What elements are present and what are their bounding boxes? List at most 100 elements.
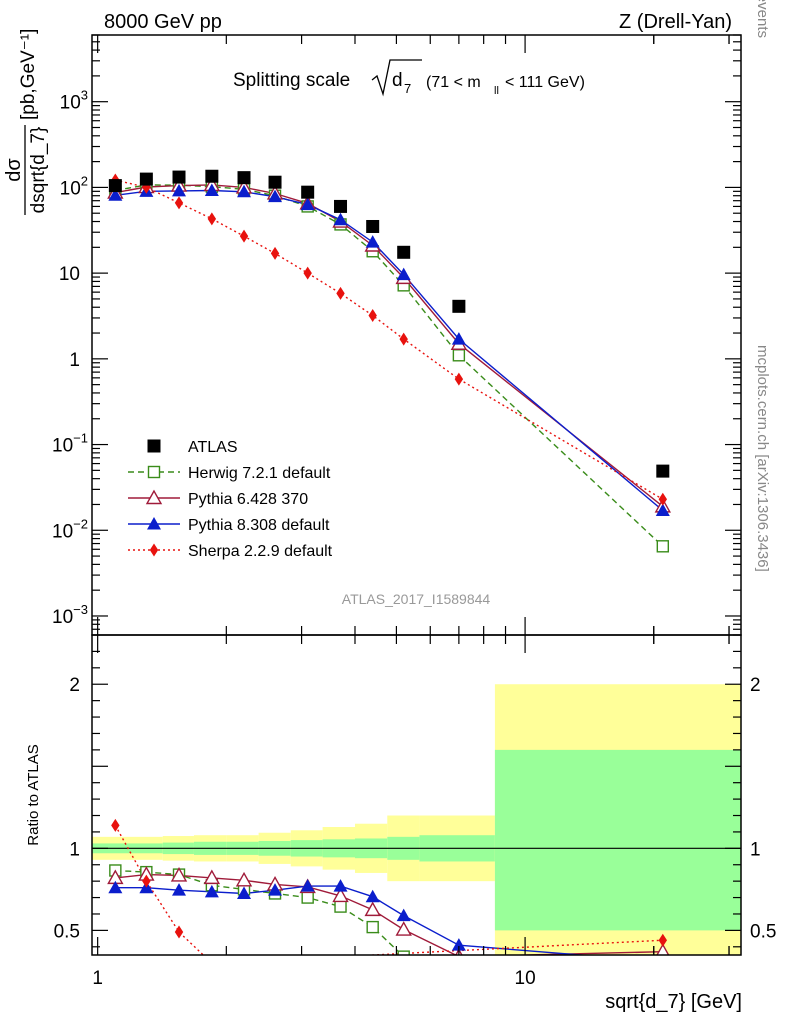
main-point-pythia8 [237, 184, 252, 198]
ratio-point-herwig [397, 950, 410, 955]
ratio-line-pythia8 [115, 885, 590, 955]
ratio-point-sherpa [142, 874, 151, 888]
main-line-pythia8 [115, 189, 664, 512]
legend-marker-sherpa [149, 543, 159, 557]
main-point-atlas [108, 179, 122, 193]
ratio-point-pythia8 [237, 886, 252, 899]
y-title-units: [pb,GeV⁻¹] [18, 29, 39, 120]
header-left: 8000 GeV pp [104, 11, 222, 33]
main-point-sherpa [174, 196, 184, 210]
ratio-point-pythia6 [235, 871, 253, 887]
legend-label-sherpa: Sherpa 2.2.9 default [188, 543, 333, 560]
ratio-point-herwig [366, 920, 379, 934]
ratio-point-pythia6 [656, 943, 670, 955]
ratio-point-pythia8 [333, 879, 348, 892]
main-point-atlas [268, 175, 282, 189]
y-tick-label-main: 1 [69, 350, 80, 371]
main-point-pythia8 [451, 332, 466, 345]
ratio-point-pythia8 [172, 883, 187, 896]
main-point-sherpa [399, 332, 408, 346]
ratio-point-pythia6 [203, 869, 221, 885]
plot-title: Splitting scale d 7 (71 < m ll < 111 GeV… [233, 59, 585, 97]
ratio-point-sherpa [208, 957, 216, 970]
main-point-sherpa [207, 212, 217, 226]
main-point-pythia8 [204, 183, 219, 197]
main-point-pythia8 [365, 235, 380, 248]
main-point-pythia8 [300, 197, 315, 211]
legend: ATLAS Herwig 7.2.1 default Pythia 6.428 37… [128, 439, 333, 560]
main-point-pythia8 [268, 189, 283, 203]
main-point-sherpa [239, 229, 249, 243]
main-point-atlas [366, 219, 380, 233]
ratio-panel [92, 684, 741, 998]
y-title-denominator: dsqrt{d_7} [28, 127, 49, 214]
ratio-point-pythia6 [332, 887, 349, 903]
y-tick-label-main: 102 [60, 173, 88, 199]
main-point-sherpa [303, 266, 312, 280]
header-right: Z (Drell-Yan) [619, 11, 732, 33]
legend-entry-atlas: ATLAS [147, 439, 238, 456]
analysis-watermark: ATLAS_2017_I1589844 [342, 591, 491, 607]
ratio-point-herwig [453, 987, 464, 998]
plot-title-cut-sub: ll [494, 85, 499, 97]
ratio-point-herwig [334, 900, 347, 913]
y-tick-label-main: 103 [60, 88, 88, 114]
x-axis-title: sqrt{d_7} [GeV] [605, 991, 742, 1013]
main-point-atlas [301, 185, 315, 199]
plot-title-cut-end: < 111 GeV) [505, 74, 585, 91]
main-line-herwig [115, 184, 664, 547]
legend-marker-herwig [147, 465, 161, 479]
main-point-sherpa [142, 180, 151, 194]
sqrt-symbol [371, 59, 422, 97]
ratio-point-pythia8 [662, 954, 664, 955]
ratio-point-pythia8 [365, 889, 380, 903]
main-point-pythia8 [333, 212, 348, 226]
ratio-frame [91, 634, 742, 956]
ratio-point-pythia6 [170, 866, 188, 882]
y-tick-label-ratio-right: 0.5 [750, 921, 776, 942]
ratio-point-sherpa [111, 818, 120, 832]
main-point-pythia8 [655, 503, 670, 517]
main-panel [107, 169, 672, 553]
y-tick-label-ratio-right: 1 [750, 839, 761, 860]
ratio-band-inner [494, 749, 741, 931]
main-point-atlas [656, 464, 670, 478]
legend-entry-pythia8: Pythia 8.308 default [128, 517, 330, 534]
ratio-point-herwig [301, 891, 314, 904]
y-tick-label-main: 10 [59, 264, 80, 285]
main-point-atlas [139, 172, 153, 186]
y-tick-label-ratio-right: 2 [750, 675, 761, 696]
main-point-atlas [237, 171, 251, 185]
ratio-point-sherpa [658, 933, 668, 947]
plot-title-cut: (71 < m [426, 74, 481, 91]
main-point-pythia8 [396, 267, 411, 281]
legend-entry-herwig: Herwig 7.2.1 default [128, 465, 331, 482]
ratio-point-pythia8 [108, 880, 123, 894]
mcplots-label: mcplots.cern.ch [arXiv:1306.3436] [754, 345, 771, 572]
plot-title-sub: 7 [404, 81, 411, 96]
y-tick-label-ratio: 1 [69, 839, 80, 860]
main-point-sherpa [270, 246, 280, 260]
main-point-sherpa [454, 372, 464, 386]
main-point-sherpa [368, 309, 377, 323]
ratio-point-pythia6 [364, 901, 381, 917]
main-point-atlas [205, 169, 219, 183]
ratio-point-pythia6 [395, 921, 412, 936]
y-tick-label-main: 10−1 [52, 431, 88, 457]
legend-label-atlas: ATLAS [188, 439, 238, 456]
y-tick-label-main: 10−3 [52, 602, 88, 628]
ratio-point-pythia8 [451, 938, 466, 951]
x-tick-label: 10 [515, 968, 536, 989]
ratio-point-pythia8 [268, 883, 283, 896]
main-point-atlas [397, 245, 411, 259]
ratio-point-sherpa [174, 925, 184, 939]
main-point-pythia8 [172, 183, 187, 197]
main-point-atlas [172, 170, 186, 184]
legend-entry-pythia6: Pythia 6.428 370 [128, 489, 308, 508]
main-point-pythia8 [108, 188, 123, 201]
legend-marker-pythia6 [145, 489, 163, 505]
ratio-point-pythia8 [396, 908, 411, 922]
legend-entry-sherpa: Sherpa 2.2.9 default [128, 543, 333, 560]
rivet-label: Rivet 3.1.10, ≥ 2.2M events [754, 0, 771, 38]
